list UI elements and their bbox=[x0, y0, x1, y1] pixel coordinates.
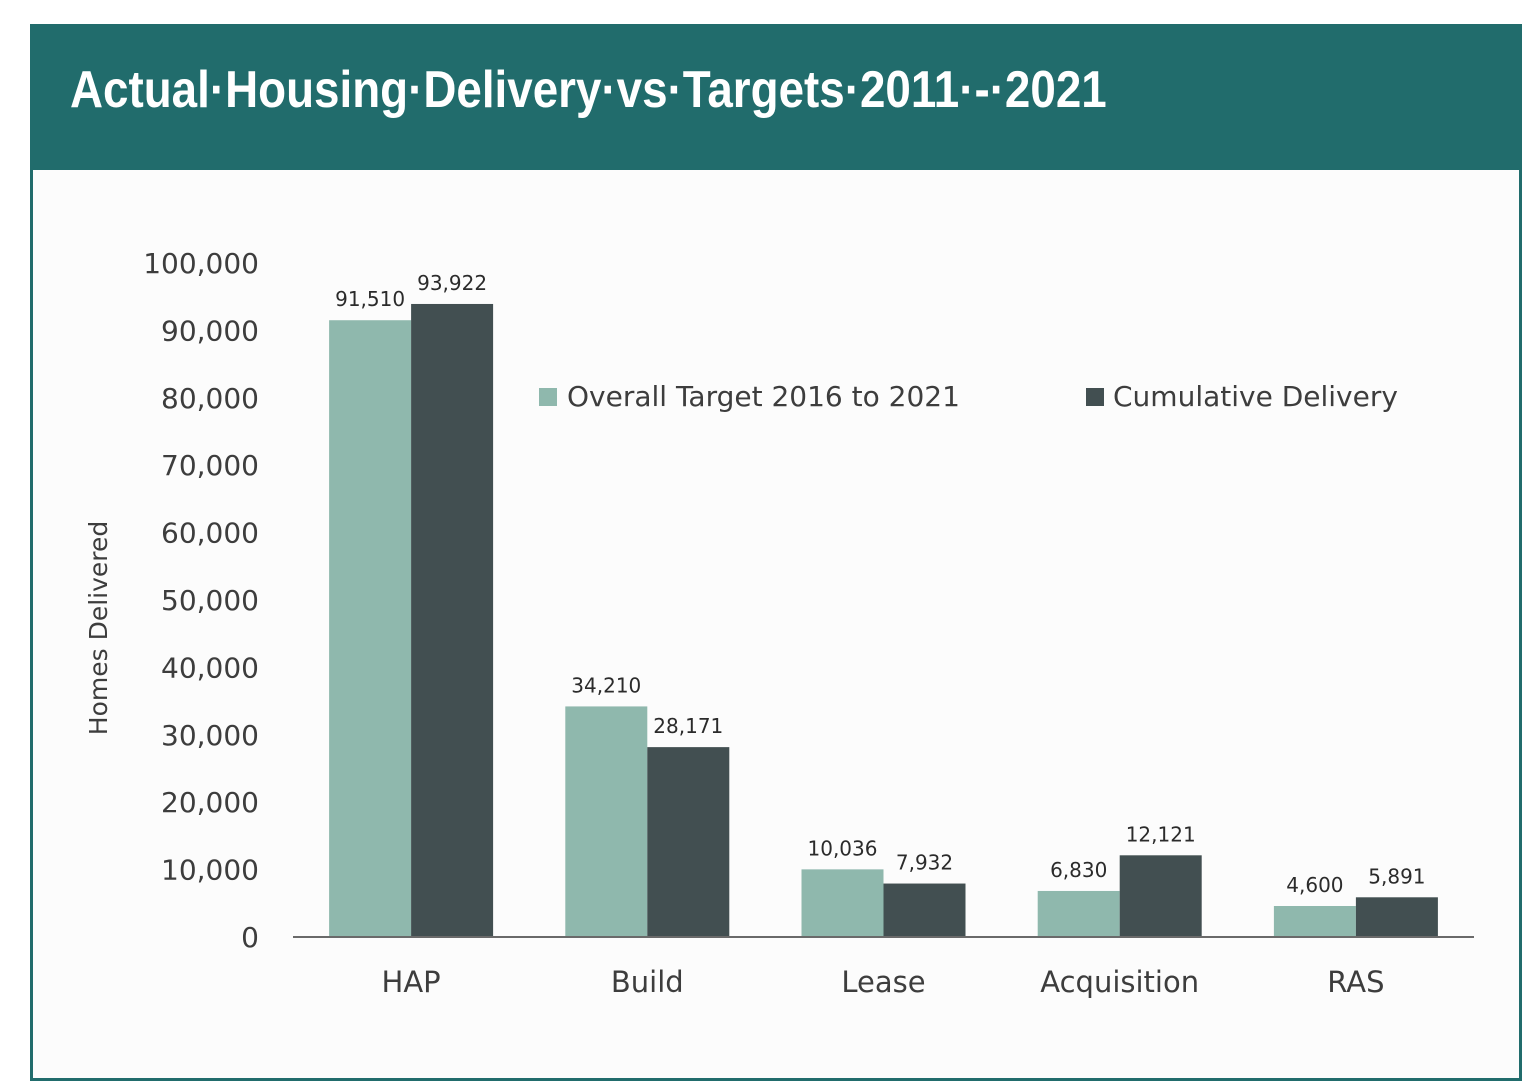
x-tick-label: Build bbox=[611, 965, 684, 999]
y-tick-label: 90,000 bbox=[161, 314, 259, 347]
data-label: 5,891 bbox=[1368, 864, 1425, 888]
bar-hap-delivery bbox=[411, 303, 494, 938]
x-tick-label: Acquisition bbox=[1040, 965, 1199, 999]
legend-swatch bbox=[1086, 388, 1104, 406]
chart-frame bbox=[30, 24, 1522, 1081]
data-label: 93,922 bbox=[417, 271, 487, 295]
y-tick-label: 60,000 bbox=[161, 517, 259, 550]
data-label: 7,932 bbox=[896, 851, 953, 875]
data-label: 28,171 bbox=[653, 714, 723, 738]
y-tick-label: 70,000 bbox=[161, 449, 259, 482]
bar-build-delivery bbox=[647, 747, 730, 937]
legend: Overall Target 2016 to 2021 Cumulative De… bbox=[539, 380, 1398, 413]
bars bbox=[329, 303, 1438, 938]
y-tick-label: 0 bbox=[241, 921, 259, 954]
bar-acquisition-target bbox=[1037, 890, 1120, 937]
legend-swatch bbox=[539, 388, 557, 406]
legend-label: Overall Target 2016 to 2021 bbox=[567, 380, 960, 413]
data-label: 91,510 bbox=[335, 287, 405, 311]
data-label: 12,121 bbox=[1126, 822, 1196, 846]
y-tick-label: 100,000 bbox=[143, 247, 259, 280]
y-tick-label: 10,000 bbox=[161, 854, 259, 887]
data-labels: 91,510 93,922 34,210 28,171 10,036 7,932 6,830… bbox=[335, 271, 1425, 897]
data-label: 4,600 bbox=[1286, 873, 1343, 897]
bar-ras-target bbox=[1273, 905, 1356, 937]
x-axis: HAP Build Lease Acquisition RAS bbox=[293, 936, 1474, 999]
data-label: 34,210 bbox=[571, 673, 641, 697]
x-tick-label: RAS bbox=[1327, 965, 1384, 999]
y-tick-label: 50,000 bbox=[161, 584, 259, 617]
x-tick-label: HAP bbox=[382, 965, 441, 999]
legend-label: Cumulative Delivery bbox=[1113, 380, 1398, 413]
bar-lease-delivery bbox=[883, 883, 966, 937]
y-tick-label: 20,000 bbox=[161, 786, 259, 819]
bar-build-target bbox=[565, 706, 648, 937]
y-tick-label: 80,000 bbox=[161, 382, 259, 415]
x-tick-label: Lease bbox=[841, 965, 925, 999]
title-bar bbox=[30, 24, 1522, 170]
data-label: 6,830 bbox=[1050, 858, 1107, 882]
y-axis-label: Homes Delivered bbox=[84, 521, 113, 735]
y-tick-label: 40,000 bbox=[161, 651, 259, 684]
bar-ras-delivery bbox=[1355, 897, 1438, 937]
chart-title: Actual·Housing·Delivery·vs·Targets·2011·… bbox=[70, 61, 1107, 119]
bar-lease-target bbox=[801, 869, 884, 937]
bar-hap-target bbox=[329, 320, 412, 937]
bar-acquisition-delivery bbox=[1119, 855, 1202, 937]
y-tick-label: 30,000 bbox=[161, 719, 259, 752]
y-axis: 0 10,000 20,000 30,000 40,000 50,000 60,000 70,… bbox=[143, 247, 259, 954]
data-label: 10,036 bbox=[808, 836, 878, 860]
